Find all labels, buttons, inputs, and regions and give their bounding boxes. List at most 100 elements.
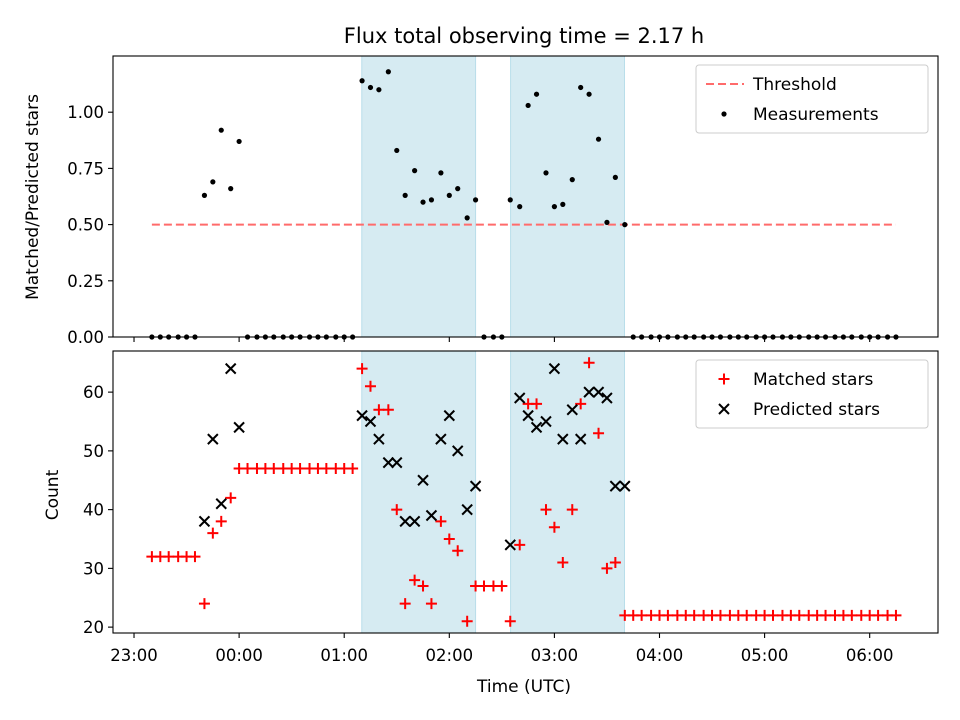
count-xtick-label: 05:00 xyxy=(741,646,789,665)
ratio-axes-frame xyxy=(112,55,939,338)
count-point xyxy=(793,609,805,621)
count-point xyxy=(373,433,385,445)
count-xtick-label: 01:00 xyxy=(320,646,368,665)
count-ytick-label: 20 xyxy=(83,618,104,637)
count-xtick-label: 04:00 xyxy=(636,646,684,665)
count-point xyxy=(557,557,569,568)
ratio-ytick-label: 0.00 xyxy=(67,328,104,347)
count-xtick-label: 23:00 xyxy=(110,646,158,665)
count-panel-xlabel: Time (UTC) xyxy=(476,677,571,697)
count-point xyxy=(601,392,613,404)
count-point xyxy=(391,504,403,516)
count-point xyxy=(575,398,587,410)
count-point xyxy=(601,562,613,574)
count-point xyxy=(461,503,473,516)
count-point xyxy=(461,615,473,627)
ratio-point xyxy=(586,91,592,97)
ratio-point xyxy=(446,192,452,198)
ratio-point xyxy=(464,215,470,221)
ratio-point xyxy=(218,127,224,133)
ratio-point xyxy=(376,87,382,93)
ratio-point xyxy=(525,102,531,109)
ratio-point xyxy=(420,199,426,205)
count-point xyxy=(478,580,490,592)
ratio-panel: Matched/Predicted stars 0.00 0.25 0.50 0.75… xyxy=(23,55,939,347)
count-point xyxy=(514,539,526,551)
count-legend-label: Matched stars xyxy=(753,370,873,390)
count-point xyxy=(583,386,595,398)
count-point xyxy=(417,580,429,592)
count-point xyxy=(417,474,429,486)
count-legend: Matched stars Predicted stars xyxy=(695,359,929,429)
ratio-point xyxy=(385,69,391,75)
count-series-predicted-stars xyxy=(198,362,631,551)
count-axes-frame xyxy=(112,350,939,634)
ratio-panel-ylabel: Matched/Predicted stars xyxy=(23,94,43,300)
count-point xyxy=(688,609,700,621)
ratio-point xyxy=(402,192,408,198)
ratio-point xyxy=(210,179,216,185)
ratio-point xyxy=(533,91,540,97)
ratio-point xyxy=(595,136,602,142)
count-point xyxy=(557,433,569,445)
count-point xyxy=(163,551,175,563)
count-point xyxy=(443,533,455,545)
count-xtick-label: 03:00 xyxy=(531,646,579,665)
count-point xyxy=(215,498,227,510)
count-point xyxy=(583,357,595,369)
count-xtick-label: 02:00 xyxy=(426,646,474,665)
count-point xyxy=(890,609,902,621)
ratio-ytick-label: 0.50 xyxy=(67,216,104,235)
count-point xyxy=(242,463,254,474)
count-point xyxy=(399,598,411,610)
count-point xyxy=(504,615,516,627)
ratio-point xyxy=(201,192,208,198)
figure-title: Flux total observing time = 2.17 h xyxy=(344,24,704,48)
count-point xyxy=(452,545,464,557)
count-point xyxy=(820,609,832,621)
count-ytick-label: 30 xyxy=(83,559,104,578)
count-point xyxy=(846,609,858,621)
ratio-observing-window-1 xyxy=(361,55,477,338)
count-point xyxy=(409,574,421,586)
count-point xyxy=(373,404,385,416)
count-ytick-label: 50 xyxy=(83,442,104,461)
count-point xyxy=(382,456,395,469)
count-legend-swatch xyxy=(718,403,730,415)
ratio-point xyxy=(236,138,242,145)
count-point xyxy=(548,521,560,533)
count-point xyxy=(514,392,526,404)
count-point xyxy=(609,557,621,568)
count-xtick-label: 06:00 xyxy=(846,646,894,665)
count-series-matched-stars xyxy=(146,357,902,627)
ratio-point xyxy=(412,168,418,174)
count-legend-label: Predicted stars xyxy=(753,400,880,420)
count-point xyxy=(382,404,394,416)
count-point xyxy=(548,362,561,375)
count-panel: Count Time (UTC) 20 30 40 50 60 23:00 00:00 01:… xyxy=(43,350,939,697)
count-xtick-label: 00:00 xyxy=(215,646,263,665)
count-point xyxy=(399,515,411,528)
ratio-point xyxy=(394,147,400,154)
count-point xyxy=(504,539,516,551)
ratio-legend-swatch xyxy=(721,111,727,117)
ratio-ytick-label: 1.00 xyxy=(67,103,104,122)
count-point xyxy=(408,515,421,528)
ratio-point xyxy=(551,204,558,210)
count-point xyxy=(364,415,377,428)
count-point xyxy=(609,480,622,492)
count-point xyxy=(225,492,237,504)
count-point xyxy=(574,433,587,445)
ratio-legend-label: Measurements xyxy=(753,105,879,125)
count-panel-ylabel: Count xyxy=(43,469,63,520)
count-point xyxy=(215,515,227,527)
ratio-point xyxy=(228,186,234,192)
count-point xyxy=(207,527,219,539)
count-point xyxy=(531,398,543,410)
ratio-point xyxy=(569,177,575,183)
ratio-point xyxy=(578,84,584,91)
count-point xyxy=(425,598,437,610)
count-point xyxy=(592,386,605,398)
ratio-point xyxy=(367,84,374,91)
count-point xyxy=(469,480,482,492)
